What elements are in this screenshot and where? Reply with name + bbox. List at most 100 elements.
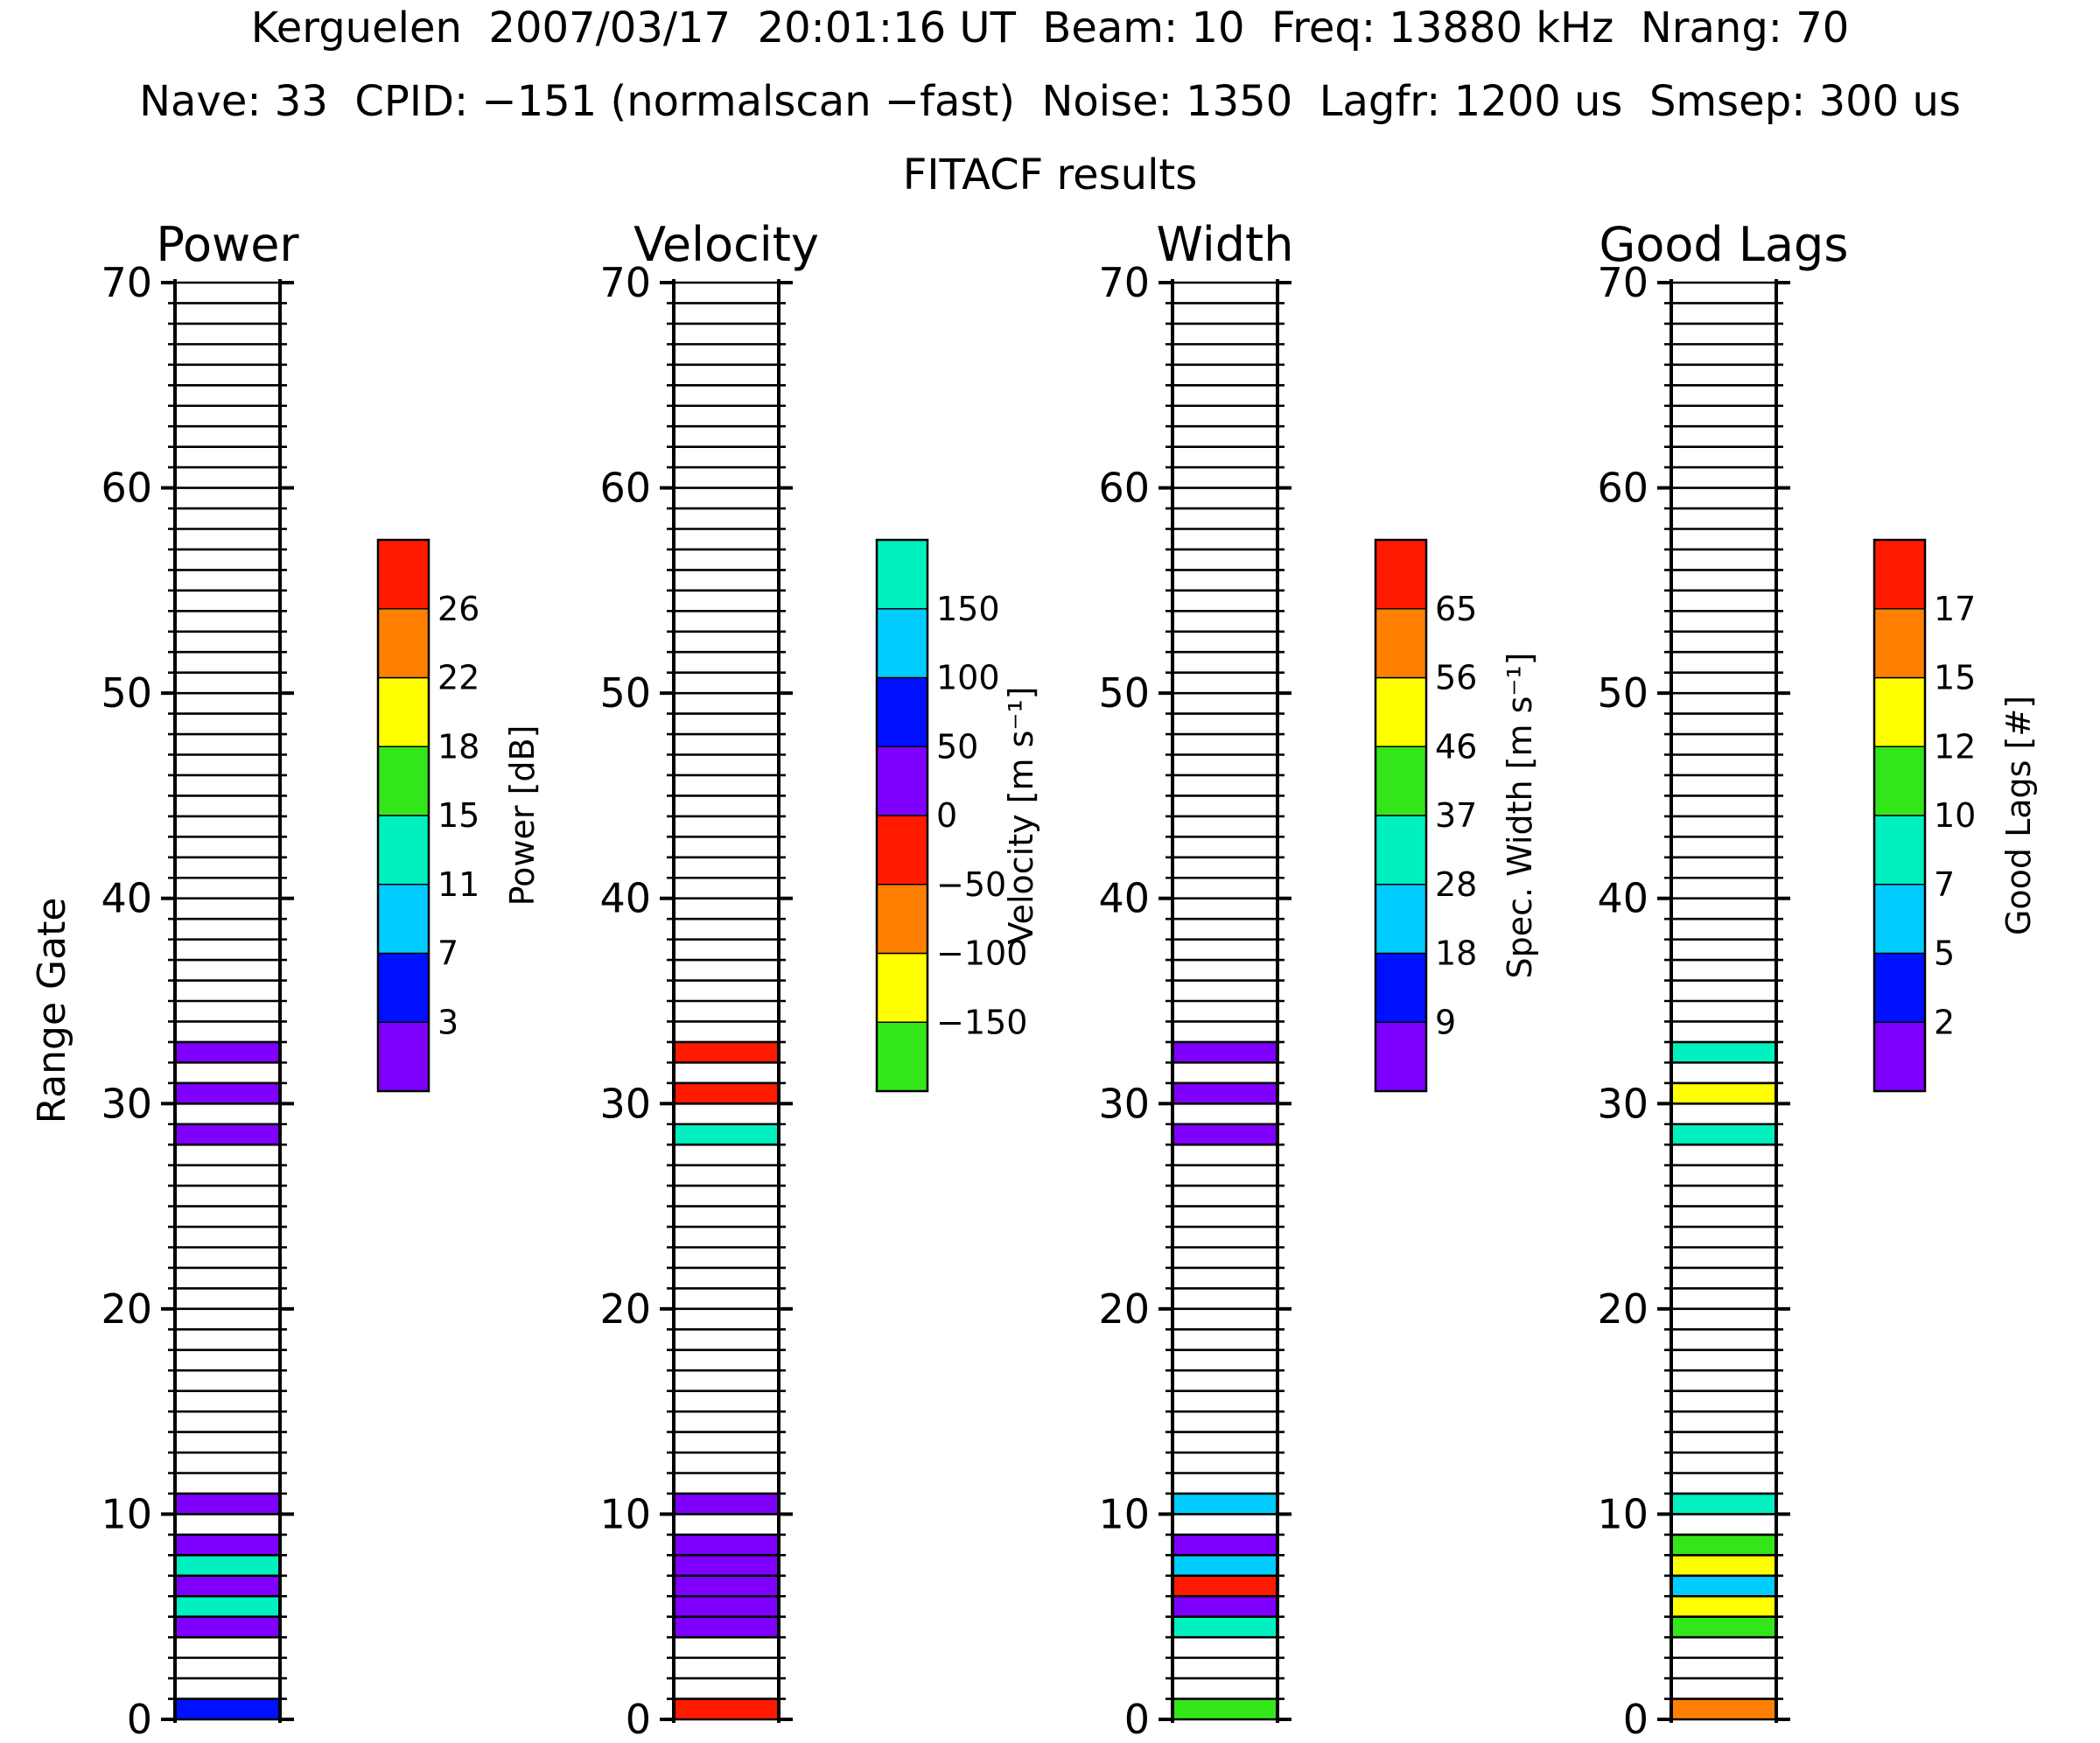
colorbar-tick-label: 50 bbox=[936, 727, 978, 766]
colorbar-tick-label: 17 bbox=[1934, 590, 1976, 628]
colorbar-segment bbox=[1375, 952, 1427, 1023]
panel-title: Velocity bbox=[634, 217, 819, 272]
range-gate-cell bbox=[1671, 1575, 1776, 1597]
y-tick-label: 20 bbox=[1098, 1285, 1150, 1333]
range-gate-cell bbox=[674, 1534, 779, 1556]
colorbar-tick-label: −100 bbox=[936, 934, 1027, 973]
colorbar-segment bbox=[377, 608, 430, 679]
y-tick-label: 20 bbox=[101, 1285, 152, 1333]
y-tick-label: 0 bbox=[1623, 1696, 1648, 1743]
colorbar-segment bbox=[377, 1021, 430, 1092]
y-tick-label: 70 bbox=[1098, 259, 1150, 306]
y-tick-label: 60 bbox=[101, 465, 152, 512]
panel-0: Power 0 10 20 30 40 50 60 70 3 7 11 15 18 22 26 Power [d… bbox=[101, 217, 542, 1743]
colorbar-segment bbox=[1873, 884, 1926, 955]
colorbar-frame bbox=[1872, 538, 1927, 1093]
range-gate-cell bbox=[1172, 1493, 1278, 1515]
y-tick-label: 50 bbox=[1597, 669, 1648, 717]
colorbar-segment bbox=[876, 884, 928, 955]
colorbar-tick-label: 65 bbox=[1435, 590, 1477, 628]
colorbar-segment bbox=[1873, 746, 1926, 816]
y-tick-label: 40 bbox=[101, 875, 152, 922]
y-axis-label: Range Gate bbox=[30, 898, 74, 1124]
colorbar-tick-label: 10 bbox=[1934, 796, 1976, 835]
colorbar-segment bbox=[1375, 676, 1427, 747]
colorbar-segment bbox=[876, 815, 928, 886]
colorbar-tick-label: 46 bbox=[1435, 727, 1477, 766]
y-tick-label: 40 bbox=[599, 875, 651, 922]
colorbar-tick-label: 15 bbox=[438, 796, 480, 835]
range-gate-cell bbox=[674, 1596, 779, 1617]
colorbar-segment bbox=[876, 1021, 928, 1092]
colorbar-segment bbox=[1873, 815, 1926, 886]
colorbar-segment bbox=[1873, 952, 1926, 1023]
colorbar-tick-label: 100 bbox=[936, 659, 1000, 697]
range-gate-cell bbox=[1172, 1082, 1278, 1104]
colorbar-segment bbox=[1873, 539, 1926, 610]
range-gate-cell bbox=[175, 1555, 280, 1576]
colorbar-segment bbox=[377, 746, 430, 816]
y-tick-label: 60 bbox=[1098, 465, 1150, 512]
y-tick-label: 40 bbox=[1597, 875, 1648, 922]
colorbar-segment bbox=[876, 676, 928, 747]
panel-title: Width bbox=[1157, 217, 1294, 272]
colorbar-tick-label: −50 bbox=[936, 865, 1006, 904]
y-tick-label: 50 bbox=[101, 669, 152, 717]
header-line-3: FITACF results bbox=[903, 150, 1198, 200]
colorbar-segment bbox=[1375, 884, 1427, 955]
range-gate-cell bbox=[1671, 1082, 1776, 1104]
range-gate-cell bbox=[1172, 1616, 1278, 1638]
range-gate-cell bbox=[674, 1124, 779, 1145]
y-tick-label: 30 bbox=[1098, 1080, 1150, 1127]
range-gate-cell bbox=[1172, 1596, 1278, 1617]
panel-1: Velocity 0 10 20 30 40 50 60 70 −150 −100 −50 0 50 100… bbox=[599, 217, 1040, 1743]
range-gate-cell bbox=[175, 1534, 280, 1556]
colorbar-tick-label: 3 bbox=[438, 1003, 458, 1041]
range-gate-cell bbox=[674, 1616, 779, 1638]
colorbar-tick-label: 18 bbox=[1435, 934, 1477, 973]
range-gate-cell bbox=[674, 1493, 779, 1515]
range-gate-cell bbox=[1671, 1493, 1776, 1515]
colorbar-tick-label: 56 bbox=[1435, 659, 1477, 697]
colorbar-tick-label: 26 bbox=[438, 590, 480, 628]
panel-3: Good Lags 0 10 20 30 40 50 60 70 2 5 7 10 12 15 17 Good … bbox=[1597, 217, 2038, 1743]
range-gate-cell bbox=[175, 1493, 280, 1515]
colorbar-label: Power [dB] bbox=[503, 725, 542, 906]
colorbar-segment bbox=[377, 815, 430, 886]
range-gate-cell bbox=[1671, 1124, 1776, 1145]
range-gate-cell bbox=[1172, 1575, 1278, 1597]
range-gate-cell bbox=[1172, 1534, 1278, 1556]
range-gate-cell bbox=[1172, 1555, 1278, 1576]
panel-2: Width 0 10 20 30 40 50 60 70 9 18 28 37 46 56 65 Spec. W… bbox=[1098, 217, 1539, 1743]
y-tick-label: 70 bbox=[599, 259, 651, 306]
range-gate-cell bbox=[674, 1555, 779, 1576]
colorbar-tick-label: 18 bbox=[438, 727, 480, 766]
range-gate-cell bbox=[175, 1082, 280, 1104]
colorbar-segment bbox=[876, 952, 928, 1023]
y-tick-label: 10 bbox=[599, 1490, 651, 1537]
colorbar-tick-label: 37 bbox=[1435, 796, 1477, 835]
colorbar-segment bbox=[377, 676, 430, 747]
colorbar-tick-label: 2 bbox=[1934, 1003, 1955, 1041]
colorbar-tick-label: 5 bbox=[1934, 934, 1955, 973]
y-tick-label: 0 bbox=[127, 1696, 152, 1743]
y-tick-label: 50 bbox=[599, 669, 651, 717]
colorbar-tick-label: 7 bbox=[438, 934, 458, 973]
colorbar-tick-label: 12 bbox=[1934, 727, 1976, 766]
colorbar-segment bbox=[1873, 1021, 1926, 1092]
range-gate-cell bbox=[175, 1575, 280, 1597]
colorbar-tick-label: 22 bbox=[438, 659, 480, 697]
colorbar-segment bbox=[1375, 815, 1427, 886]
colorbar-label: Spec. Width [m s⁻¹] bbox=[1501, 653, 1539, 979]
colorbar-tick-label: −150 bbox=[936, 1003, 1027, 1041]
range-gate-cell bbox=[1671, 1596, 1776, 1617]
colorbar-segment bbox=[876, 746, 928, 816]
colorbar-segment bbox=[1375, 746, 1427, 816]
range-gate-cell bbox=[1671, 1555, 1776, 1576]
y-tick-label: 20 bbox=[1597, 1285, 1648, 1333]
colorbar-frame bbox=[1374, 538, 1428, 1093]
colorbar-segment bbox=[1873, 676, 1926, 747]
y-tick-label: 30 bbox=[599, 1080, 651, 1127]
y-tick-label: 60 bbox=[1597, 465, 1648, 512]
